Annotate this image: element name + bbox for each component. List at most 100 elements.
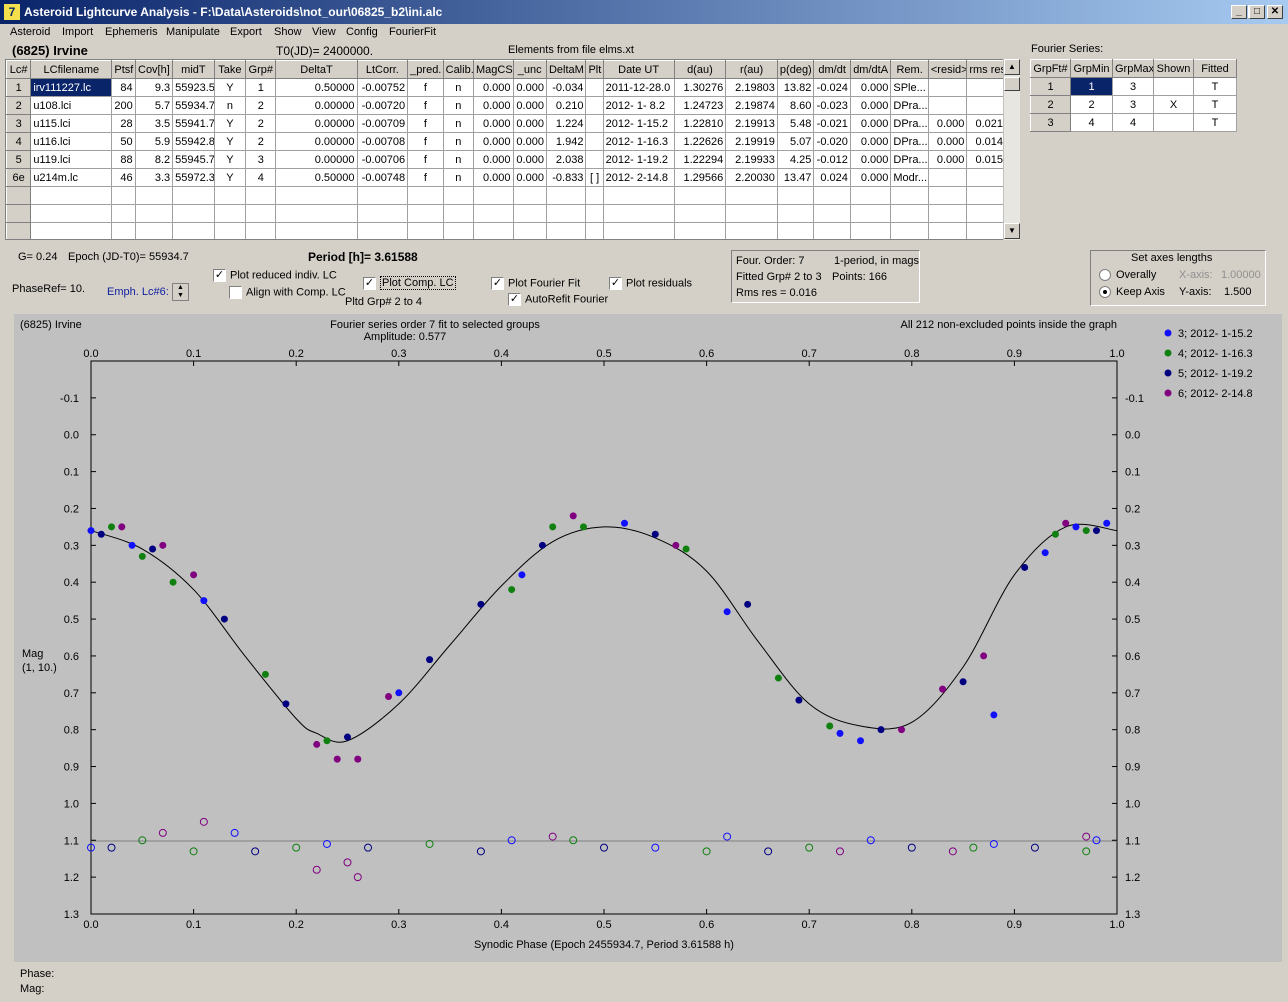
table-cell[interactable]: 4 <box>245 168 277 187</box>
empty-cell[interactable] <box>245 186 277 205</box>
table-cell[interactable]: 46 <box>111 168 136 187</box>
menu-show[interactable]: Show <box>274 26 302 38</box>
empty-cell[interactable] <box>134 222 174 239</box>
column-header[interactable]: r(au) <box>725 60 778 79</box>
table-cell[interactable]: n <box>442 132 475 151</box>
table-cell[interactable]: 2.20030 <box>725 168 778 187</box>
column-header[interactable]: Take <box>213 60 247 79</box>
table-cell[interactable]: Y <box>213 114 247 133</box>
table-cell[interactable]: u108.lci <box>30 96 113 115</box>
table-cell[interactable]: 1.29566 <box>673 168 727 187</box>
table-cell[interactable]: n <box>442 96 475 115</box>
empty-cell[interactable] <box>776 186 815 205</box>
menu-view[interactable]: View <box>312 26 336 38</box>
table-row[interactable]: 2 u108.lci 200 5.7 55934.7 n 2 0.00000 -0.00720 f… <box>6 96 1006 115</box>
table-row[interactable]: 3 u115.lci 28 3.5 55941.7 Y 2 0.00000 -0.00709 f n… <box>6 114 1006 133</box>
fourier-cell[interactable]: 1 <box>1030 77 1071 96</box>
table-cell[interactable]: 0.000 <box>849 150 892 169</box>
table-cell[interactable]: 88 <box>111 150 136 169</box>
table-cell[interactable]: 1.22294 <box>673 150 727 169</box>
fourier-cell[interactable]: 3 <box>1112 95 1154 114</box>
table-cell[interactable]: 2012- 1- 8.2 <box>602 96 675 115</box>
table-row[interactable]: 6e u214m.lc 46 3.3 55972.3 Y 4 0.50000 -0.00748 f… <box>6 168 1006 187</box>
table-cell[interactable]: 2.19919 <box>725 132 778 151</box>
table-cell[interactable]: 3.5 <box>134 114 174 133</box>
empty-cell[interactable] <box>111 186 136 205</box>
empty-cell[interactable] <box>813 222 851 239</box>
table-cell[interactable]: -0.00706 <box>356 150 409 169</box>
column-header[interactable]: p(deg) <box>776 60 815 79</box>
table-cell[interactable]: f <box>407 168 444 187</box>
table-cell[interactable] <box>585 96 604 115</box>
table-cell[interactable]: 0.024 <box>813 168 851 187</box>
y-axis-value[interactable]: 1.500 <box>1224 286 1252 298</box>
plot-fourier-checkbox[interactable]: ✓ Plot Fourier Fit <box>491 277 580 290</box>
empty-cell[interactable] <box>172 186 215 205</box>
table-cell[interactable]: 3.3 <box>134 168 174 187</box>
table-cell[interactable]: 2012- 1-16.3 <box>602 132 675 151</box>
table-cell[interactable]: 84 <box>111 78 136 97</box>
plot-reduced-checkbox[interactable]: ✓ Plot reduced indiv. LC <box>213 269 337 282</box>
table-cell[interactable]: 2012- 2-14.8 <box>602 168 675 187</box>
table-cell[interactable]: f <box>407 114 444 133</box>
column-header[interactable]: Rem. <box>890 60 929 79</box>
column-header[interactable]: Grp# <box>245 60 277 79</box>
table-cell[interactable]: 55972.3 <box>172 168 215 187</box>
table-cell[interactable]: 55945.7 <box>172 150 215 169</box>
fourier-cell[interactable]: 4 <box>1070 113 1113 132</box>
empty-cell[interactable] <box>111 222 136 239</box>
table-cell[interactable]: 0.000 <box>512 168 547 187</box>
empty-cell[interactable] <box>6 186 32 205</box>
column-header[interactable]: Plt <box>585 60 604 79</box>
empty-cell[interactable] <box>442 186 475 205</box>
align-checkbox[interactable]: Align with Comp. LC <box>229 286 346 299</box>
table-row[interactable]: 1 irv111227.lc 84 9.3 55923.5 Y 1 0.50000 -0.007… <box>6 78 1006 97</box>
table-cell[interactable]: 4 <box>6 132 32 151</box>
empty-cell[interactable] <box>407 204 444 223</box>
table-cell[interactable]: -0.020 <box>813 132 851 151</box>
fourier-cell[interactable]: 2 <box>1070 95 1113 114</box>
table-cell[interactable]: 55941.7 <box>172 114 215 133</box>
empty-cell[interactable] <box>545 204 587 223</box>
empty-cell[interactable] <box>6 222 32 239</box>
table-cell[interactable]: 13.82 <box>776 78 815 97</box>
overall-radio[interactable]: Overally <box>1099 269 1156 282</box>
table-cell[interactable]: 0.000 <box>473 150 514 169</box>
menu-import[interactable]: Import <box>62 26 94 38</box>
table-cell[interactable]: 1.22810 <box>673 114 727 133</box>
table-cell[interactable]: 200 <box>111 96 136 115</box>
table-cell[interactable]: -0.024 <box>813 78 851 97</box>
table-cell[interactable]: n <box>213 96 247 115</box>
empty-cell[interactable] <box>673 204 727 223</box>
empty-cell[interactable] <box>890 222 929 239</box>
empty-cell[interactable] <box>512 186 547 205</box>
table-cell[interactable]: -0.021 <box>813 114 851 133</box>
table-scrollbar[interactable]: ▲ ▼ <box>1003 59 1020 240</box>
table-cell[interactable]: 0.000 <box>849 114 892 133</box>
menu-fourierfit[interactable]: FourierFit <box>389 26 437 38</box>
empty-cell[interactable] <box>111 204 136 223</box>
table-cell[interactable] <box>927 78 968 97</box>
column-header[interactable]: DeltaM <box>545 60 587 79</box>
empty-cell[interactable] <box>927 186 968 205</box>
table-cell[interactable]: Y <box>213 168 247 187</box>
table-cell[interactable]: 5 <box>6 150 32 169</box>
table-cell[interactable]: 2 <box>6 96 32 115</box>
empty-cell[interactable] <box>966 204 1006 223</box>
table-cell[interactable] <box>585 150 604 169</box>
empty-cell[interactable] <box>927 204 968 223</box>
empty-cell[interactable] <box>213 204 247 223</box>
table-cell[interactable]: 0.50000 <box>275 168 358 187</box>
table-cell[interactable]: 55923.5 <box>172 78 215 97</box>
empty-cell[interactable] <box>275 222 358 239</box>
empty-cell[interactable] <box>890 204 929 223</box>
menu-config[interactable]: Config <box>346 26 378 38</box>
table-cell[interactable]: 0.000 <box>927 114 968 133</box>
table-cell[interactable]: 2011-12-28.0 <box>602 78 675 97</box>
empty-cell[interactable] <box>673 222 727 239</box>
empty-cell[interactable] <box>30 222 113 239</box>
table-cell[interactable]: 55942.8 <box>172 132 215 151</box>
table-cell[interactable]: n <box>442 114 475 133</box>
empty-cell[interactable] <box>890 186 929 205</box>
